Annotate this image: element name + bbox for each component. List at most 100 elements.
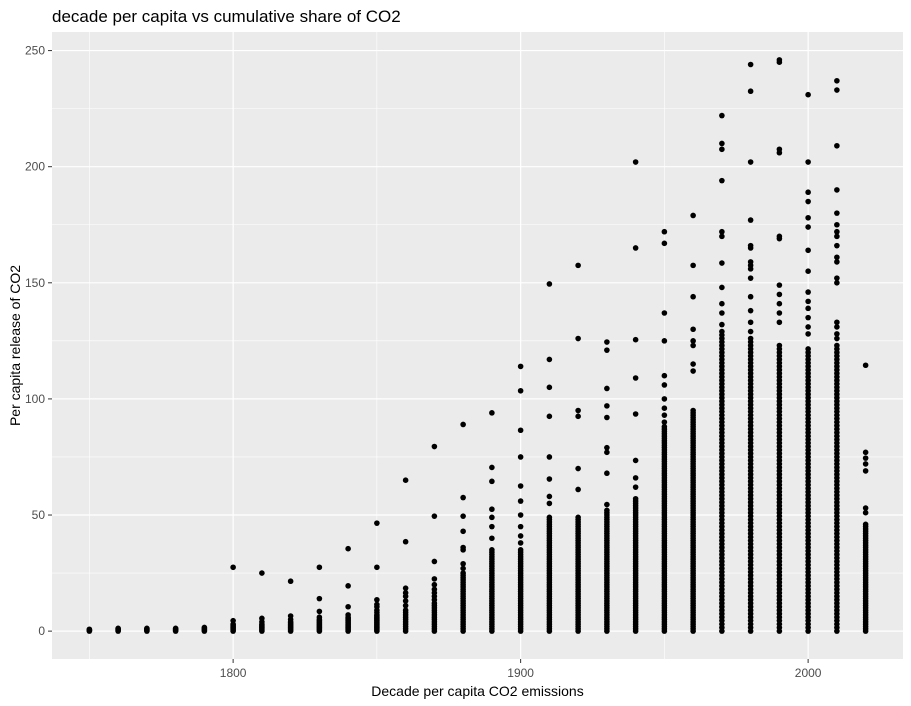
- data-point: [632, 411, 639, 417]
- data-point: [431, 558, 438, 565]
- data-point: [632, 159, 639, 165]
- x-axis: 1800 1900 2000: [220, 659, 822, 680]
- data-point: [834, 233, 840, 240]
- data-point: [259, 570, 265, 576]
- data-point: [374, 601, 380, 608]
- data-point: [546, 413, 553, 420]
- data-point: [517, 512, 524, 518]
- data-point: [719, 177, 725, 184]
- data-point: [862, 461, 869, 467]
- data-point: [604, 507, 610, 514]
- data-point: [172, 625, 179, 632]
- data-point: [604, 347, 610, 353]
- data-point: [402, 602, 409, 609]
- data-point: [719, 300, 725, 307]
- data-point: [747, 335, 754, 342]
- data-point: [661, 396, 668, 402]
- data-point: [316, 595, 323, 602]
- y-axis-title: Per capita release of CO2: [7, 265, 23, 426]
- data-point: [86, 626, 93, 633]
- data-point: [862, 468, 869, 474]
- data-point: [489, 506, 495, 513]
- data-point: [747, 275, 754, 281]
- data-point: [690, 262, 696, 269]
- data-point: [460, 544, 466, 551]
- data-point: [632, 336, 639, 343]
- data-point: [834, 324, 840, 330]
- data-point: [805, 289, 811, 295]
- data-point: [345, 603, 351, 610]
- data-point: [862, 455, 869, 461]
- data-point: [805, 305, 811, 312]
- data-point: [517, 363, 524, 370]
- data-point: [661, 240, 668, 247]
- data-point: [805, 224, 811, 230]
- data-point: [834, 87, 840, 93]
- data-point: [661, 412, 668, 418]
- data-point: [632, 245, 639, 251]
- data-point: [776, 282, 783, 288]
- y-tick-label: 100: [25, 392, 45, 406]
- y-axis: 0 50 100 150 200 250: [25, 44, 52, 638]
- data-point: [719, 260, 725, 266]
- y-tick-label: 200: [25, 160, 45, 174]
- data-point: [517, 483, 524, 489]
- data-point: [661, 310, 668, 316]
- data-point: [546, 500, 553, 507]
- chart-title: decade per capita vs cumulative share of…: [52, 7, 401, 26]
- data-point: [575, 514, 581, 521]
- data-point: [862, 521, 869, 528]
- data-point: [489, 523, 495, 530]
- data-point: [489, 478, 495, 485]
- x-tick-label: 2000: [795, 666, 822, 680]
- data-point: [862, 362, 869, 369]
- data-point: [517, 387, 524, 394]
- data-point: [834, 331, 840, 337]
- data-point: [747, 217, 754, 223]
- data-point: [834, 342, 840, 349]
- data-point: [460, 570, 466, 576]
- data-point: [431, 586, 438, 593]
- data-point: [747, 242, 754, 249]
- data-point: [747, 293, 754, 300]
- data-point: [201, 624, 208, 631]
- data-point: [431, 443, 438, 450]
- data-point: [747, 307, 754, 314]
- data-point: [776, 57, 783, 63]
- data-point: [661, 423, 668, 430]
- data-point: [316, 608, 323, 615]
- data-point: [805, 214, 811, 221]
- data-point: [460, 560, 466, 567]
- data-point: [345, 612, 351, 618]
- data-point: [776, 310, 783, 316]
- y-tick-label: 0: [38, 624, 45, 638]
- data-point: [546, 384, 553, 391]
- data-point: [604, 403, 610, 409]
- data-point: [546, 493, 553, 500]
- data-point: [575, 486, 581, 493]
- data-point: [805, 159, 811, 165]
- data-point: [460, 513, 466, 519]
- data-point: [604, 470, 610, 477]
- data-point: [460, 494, 466, 501]
- data-point: [747, 328, 754, 335]
- data-point: [230, 617, 236, 624]
- data-point: [834, 259, 840, 265]
- data-point: [259, 615, 265, 622]
- data-point: [517, 547, 524, 553]
- data-point: [690, 361, 696, 367]
- data-point: [834, 187, 840, 193]
- data-point: [747, 319, 754, 326]
- data-point: [805, 331, 811, 337]
- data-point: [805, 346, 811, 352]
- data-point: [402, 538, 409, 545]
- data-point: [316, 564, 323, 571]
- data-point: [460, 528, 466, 535]
- data-point: [661, 382, 668, 388]
- data-point: [690, 326, 696, 333]
- data-point: [690, 338, 696, 344]
- data-point: [834, 275, 840, 281]
- data-point: [834, 335, 840, 342]
- data-point: [776, 291, 783, 298]
